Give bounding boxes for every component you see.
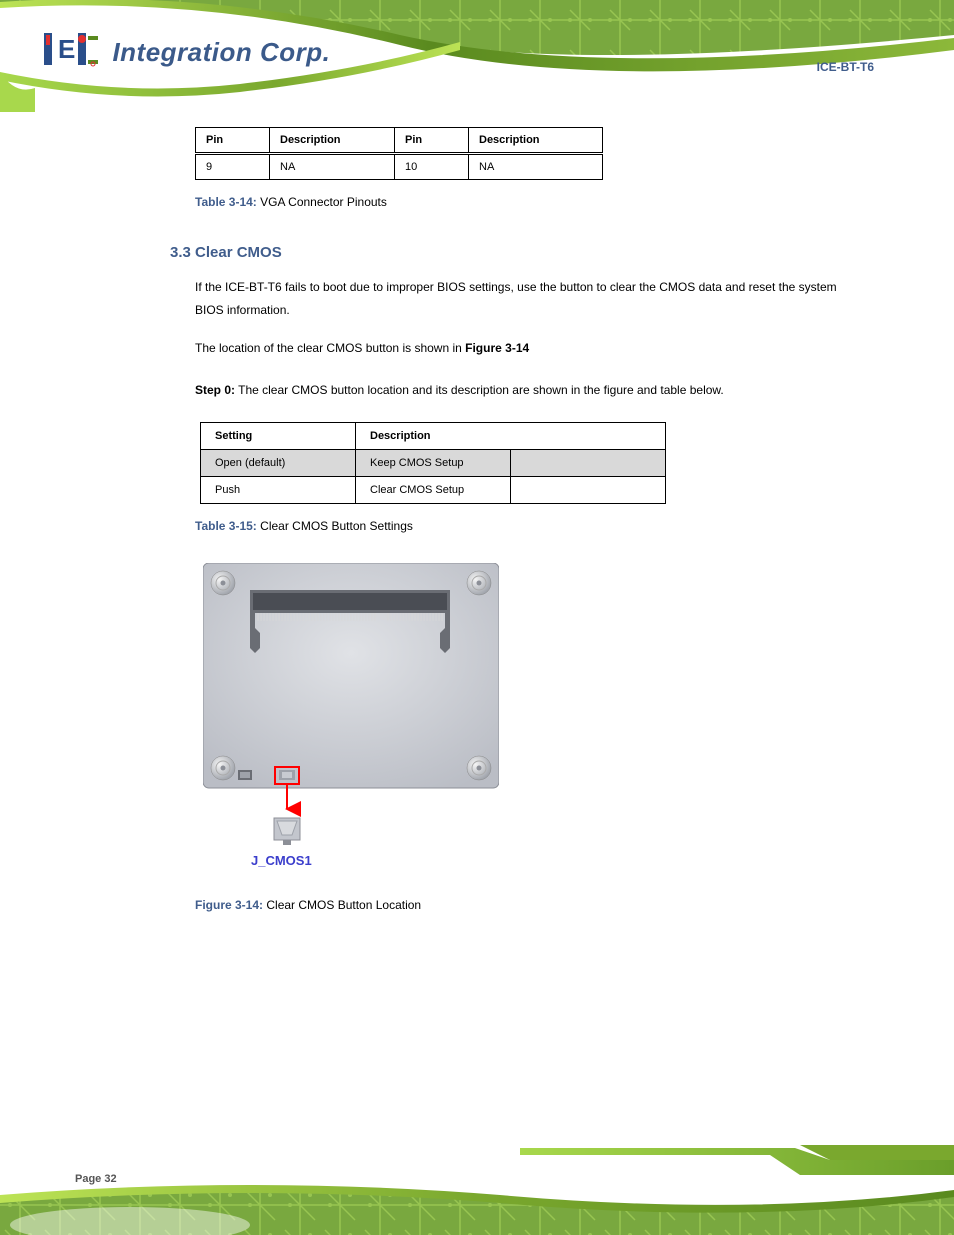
footer-decor bbox=[0, 1145, 954, 1235]
figure: J_CMOS1 bbox=[203, 563, 879, 878]
caption-label: Table 3-15: bbox=[195, 519, 257, 533]
table-cell: Keep CMOS Setup bbox=[356, 450, 511, 477]
table-caption: Table 3-15: Clear CMOS Button Settings bbox=[195, 519, 879, 533]
step-paragraph: Step 0: The clear CMOS button location a… bbox=[195, 379, 839, 402]
table-cell: Open (default) bbox=[201, 450, 356, 477]
logo-icon: E bbox=[42, 30, 100, 75]
table-header-row: Pin Description Pin Description bbox=[196, 128, 603, 154]
caption-text: Clear CMOS Button Location bbox=[266, 898, 421, 912]
table-header: Pin bbox=[395, 128, 469, 154]
table-cell: NA bbox=[469, 154, 603, 180]
doc-title: ICE-BT-T6 bbox=[817, 60, 874, 74]
table-cell: 10 bbox=[395, 154, 469, 180]
step-label: Step 0: bbox=[195, 383, 235, 397]
content-area: Pin Description Pin Description 9 NA 10 … bbox=[0, 127, 954, 912]
pinout-table: Pin Description Pin Description 9 NA 10 … bbox=[195, 127, 603, 180]
step-text: The clear CMOS button location and its d… bbox=[235, 383, 724, 397]
table-cell bbox=[511, 477, 666, 504]
table-cell: 9 bbox=[196, 154, 270, 180]
table-header: Pin bbox=[196, 128, 270, 154]
paragraph: The location of the clear CMOS button is… bbox=[195, 337, 839, 360]
cmos-settings-table: Setting Description Open (default) Keep … bbox=[200, 422, 666, 504]
caption-text: VGA Connector Pinouts bbox=[260, 195, 387, 209]
table-header-row: Setting Description bbox=[201, 423, 666, 450]
screw-icon bbox=[467, 756, 491, 780]
table-header: Description bbox=[469, 128, 603, 154]
header-banner: E Integration Corp. ICE-BT-T6 bbox=[0, 0, 954, 112]
table-caption: Table 3-14: VGA Connector Pinouts bbox=[195, 195, 879, 209]
screw-icon bbox=[467, 571, 491, 595]
table-header: Description bbox=[356, 423, 666, 450]
caption-text: Clear CMOS Button Settings bbox=[260, 519, 413, 533]
cmos-label: J_CMOS1 bbox=[251, 853, 312, 868]
logo-text: Integration Corp. bbox=[112, 37, 330, 68]
figure-caption: Figure 3-14: Clear CMOS Button Location bbox=[195, 898, 879, 912]
table-row: 9 NA 10 NA bbox=[196, 154, 603, 180]
table-header: Setting bbox=[201, 423, 356, 450]
table-header: Description bbox=[270, 128, 395, 154]
cmos-button-enlarged-icon bbox=[274, 818, 300, 845]
table-cell: Push bbox=[201, 477, 356, 504]
table-cell bbox=[511, 450, 666, 477]
footer-banner bbox=[0, 1145, 954, 1235]
paragraph-text: The location of the clear CMOS button is… bbox=[195, 341, 465, 355]
screw-icon bbox=[211, 571, 235, 595]
table-cell: Clear CMOS Setup bbox=[356, 477, 511, 504]
screw-icon bbox=[211, 756, 235, 780]
caption-label: Table 3-14: bbox=[195, 195, 257, 209]
logo: E Integration Corp. bbox=[42, 30, 330, 75]
svg-text:E: E bbox=[58, 34, 75, 64]
section-heading: 3.3 Clear CMOS bbox=[170, 244, 879, 261]
cmos-location-diagram: J_CMOS1 bbox=[203, 563, 499, 873]
caption-label: Figure 3-14: bbox=[195, 898, 263, 912]
table-cell: NA bbox=[270, 154, 395, 180]
table-row: Push Clear CMOS Setup bbox=[201, 477, 666, 504]
paragraph: If the ICE-BT-T6 fails to boot due to im… bbox=[195, 276, 839, 322]
table-row: Open (default) Keep CMOS Setup bbox=[201, 450, 666, 477]
figure-ref: Figure 3-14 bbox=[465, 341, 529, 355]
